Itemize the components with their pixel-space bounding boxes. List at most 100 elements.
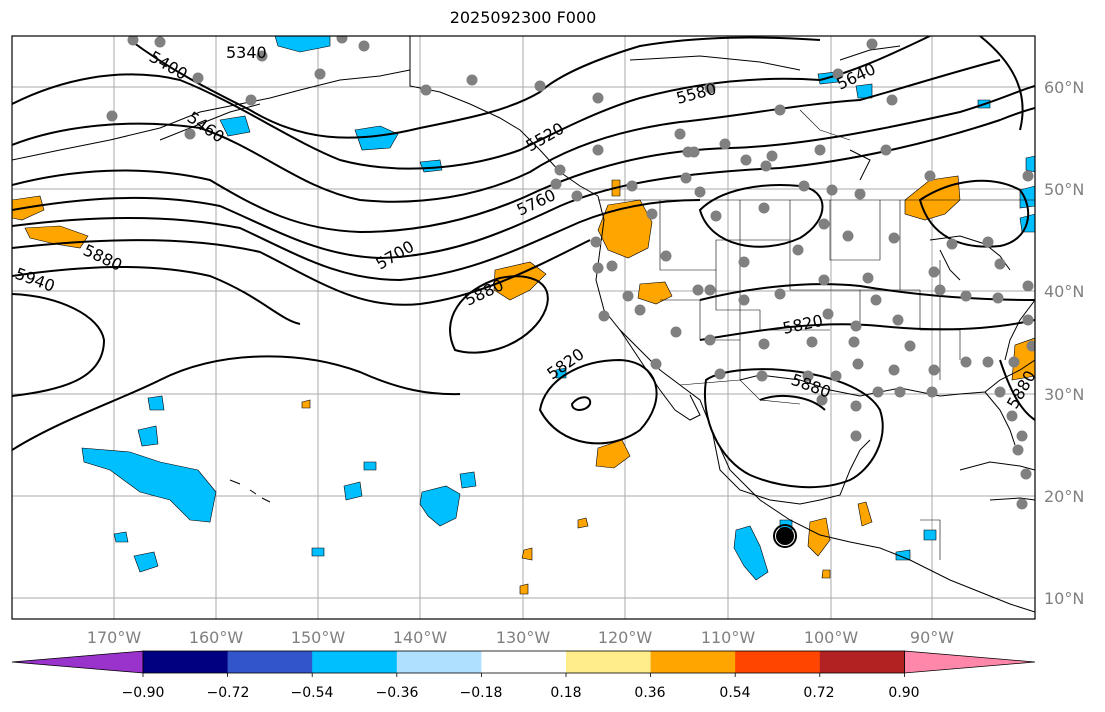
station-marker [256,50,268,62]
political-borders [598,109,1035,560]
station-marker [774,104,786,116]
station-marker [571,190,583,202]
station-marker [822,308,834,320]
station-marker [184,128,196,140]
station-marker [766,150,778,162]
colorbar-tick-label: 0.18 [550,685,581,701]
lon-label: 170°W [87,628,142,647]
station-marker [818,218,830,230]
station-marker [646,208,658,220]
station-marker [982,236,994,248]
station-marker [1022,314,1034,326]
station-marker [466,74,478,86]
station-marker [832,68,844,80]
station-marker [704,284,716,296]
latitude-labels: 60°N 50°N 40°N 30°N 20°N 10°N [1044,78,1084,608]
station-marker [738,294,750,306]
station-marker [880,144,892,156]
station-marker [1012,444,1024,456]
station-marker [852,358,864,370]
station-marker [854,188,866,200]
colorbar-bin [566,651,652,673]
station-marker [1008,356,1020,368]
negative-anomaly-fill [81,36,1035,581]
station-marker [992,292,1004,304]
colorbar-extend-max [904,650,1036,674]
colorbar-tick-label: −0.54 [291,685,334,701]
station-marker [688,146,700,158]
station-marker [622,290,634,302]
station-marker [792,244,804,256]
station-marker [592,262,604,274]
station-marker [928,266,940,278]
station-marker [814,144,826,156]
lon-label: 120°W [598,628,653,647]
station-marker [934,284,946,296]
station-marker [866,38,878,50]
station-marker [758,202,770,214]
station-marker [598,310,610,322]
lon-label: 150°W [291,628,346,647]
station-marker [862,272,874,284]
station-marker [1020,468,1032,480]
lon-label: 90°W [910,628,954,647]
colorbar-tick-label: 0.36 [634,685,665,701]
station-marker [719,138,731,150]
station-marker [760,160,772,172]
station-marker [982,356,994,368]
colorbar-bin [396,651,482,673]
station-marker [1022,280,1034,292]
station-marker [818,274,830,286]
station-marker [894,386,906,398]
colorbar-bin [650,651,736,673]
station-marker [798,180,810,192]
station-marker [314,68,326,80]
station-marker [848,336,860,348]
station-marker [1022,170,1034,182]
station-marker [850,430,862,442]
station-marker [960,356,972,368]
lon-label: 160°W [189,628,244,647]
station-marker [816,394,828,406]
colorbar-tick-label: 0.54 [719,685,750,701]
colorbar-tick-label: 0.90 [888,685,919,701]
station-marker [842,230,854,242]
colorbar-ticks: −0.90 −0.72 −0.54 −0.36 −0.18 0.18 0.36 … [122,685,920,701]
station-marker [714,368,726,380]
colorbar [11,650,1036,677]
lat-label: 30°N [1044,385,1084,404]
station-marker [904,340,916,352]
station-marker [1016,498,1028,510]
station-marker [892,314,904,326]
station-marker [154,36,166,48]
station-marker [994,258,1006,270]
station-marker [826,184,838,196]
station-marker [994,386,1006,398]
lon-label: 130°W [496,628,551,647]
station-marker [650,358,662,370]
station-marker [850,320,862,332]
station-marker [534,80,546,92]
map-frame [11,35,1036,620]
station-marker [1016,430,1028,442]
colorbar-tick-label: 0.72 [803,685,834,701]
station-marker [928,364,940,376]
station-marker [606,260,618,272]
lat-label: 20°N [1044,487,1084,506]
lon-label: 100°W [804,628,859,647]
station-marker [660,250,672,262]
lat-label: 40°N [1044,282,1084,301]
station-marker [358,40,370,52]
colorbar-bin [312,651,398,673]
station-marker [592,92,604,104]
station-marker [626,180,638,192]
station-marker [710,210,722,222]
cyclone-marker [776,527,794,545]
colorbar-tick-label: −0.36 [376,685,419,701]
colorbar-bin [735,651,821,673]
station-marker [802,370,814,382]
station-marker [670,326,682,338]
station-marker [738,256,750,268]
lon-label: 110°W [701,628,756,647]
